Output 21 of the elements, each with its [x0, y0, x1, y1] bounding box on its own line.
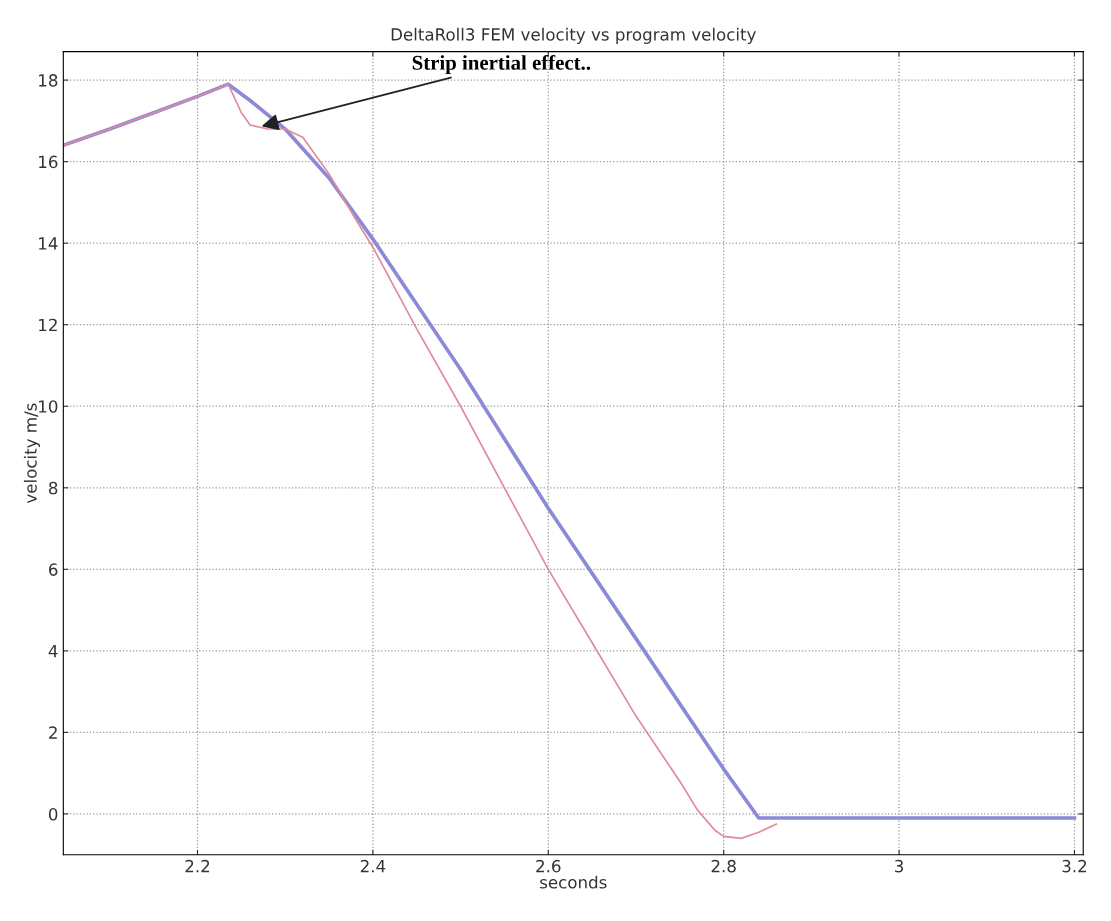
- x-tick-label: 3: [895, 859, 904, 873]
- y-tick-label: 0: [48, 807, 58, 821]
- y-tick-label: 14: [39, 237, 58, 250]
- y-tick-label: 16: [39, 155, 58, 169]
- y-tick-label: 2: [49, 726, 57, 739]
- x-axis-title: seconds: [540, 875, 607, 889]
- x-tick-label: 2.4: [360, 859, 386, 873]
- x-tick-label: 2.6: [536, 859, 561, 873]
- x-tick-label: 2.2: [185, 859, 210, 873]
- x-tick-label: 3.2: [1062, 859, 1087, 873]
- y-tick-label: 12: [39, 318, 57, 332]
- y-tick-label: 8: [48, 481, 58, 495]
- y-tick-label: 18: [39, 74, 58, 87]
- annotation: Strip inertial effect..: [412, 54, 591, 75]
- chart-title: DeltaRoll3 FEM velocity vs program velocity: [391, 27, 756, 44]
- y-tick-label: 6: [49, 563, 58, 576]
- y-axis-title: velocity m/s: [23, 403, 41, 504]
- y-tick-label: 10: [39, 400, 58, 413]
- y-tick-label: 4: [48, 645, 58, 658]
- line-series: [63, 83, 778, 840]
- x-tick-label: 2.8: [711, 859, 736, 873]
